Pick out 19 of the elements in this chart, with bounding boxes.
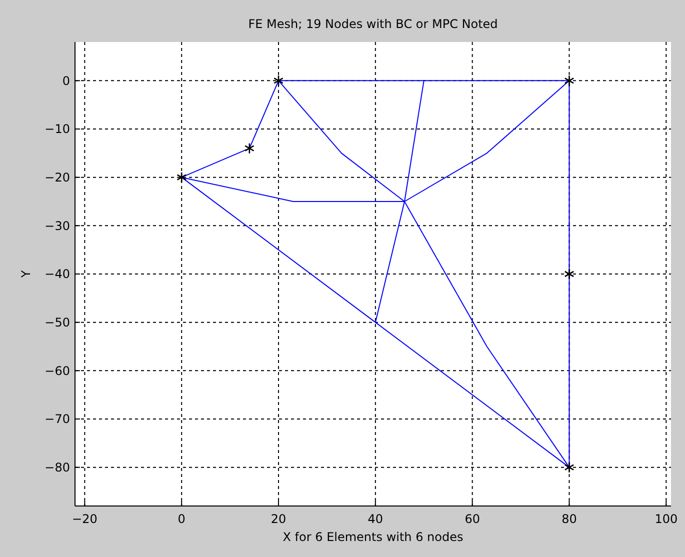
y-axis-title: Y — [19, 270, 33, 279]
y-tick-label: −20 — [44, 170, 70, 185]
y-tick-label: −80 — [44, 460, 70, 475]
chart-title: FE Mesh; 19 Nodes with BC or MPC Noted — [248, 17, 498, 31]
x-tick-label: 100 — [654, 512, 678, 526]
x-tick-label: 80 — [562, 512, 577, 526]
y-tick-label: −40 — [44, 267, 70, 282]
y-tick-label: −50 — [44, 316, 70, 330]
y-tick-label: −10 — [44, 122, 70, 136]
y-tick-label: −30 — [44, 218, 70, 233]
y-tick-label: −60 — [44, 364, 70, 378]
x-tick-label: 20 — [270, 512, 286, 526]
x-tick-label: 40 — [368, 512, 384, 526]
y-tick-label: 0 — [62, 74, 70, 88]
x-tick-label: −20 — [72, 512, 98, 526]
y-tick-label: −70 — [44, 412, 70, 426]
x-tick-label: 0 — [178, 512, 186, 526]
x-axis-title: X for 6 Elements with 6 nodes — [282, 530, 464, 544]
x-tick-label: 60 — [464, 512, 480, 526]
